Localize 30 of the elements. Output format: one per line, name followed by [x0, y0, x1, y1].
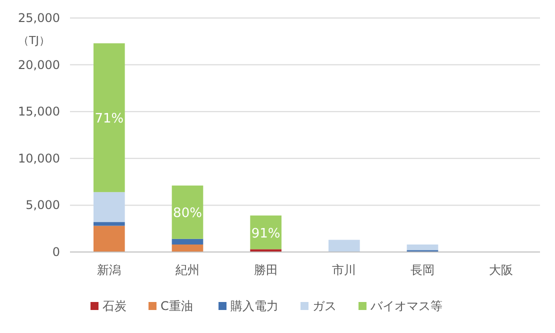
bar [328, 240, 360, 252]
y-tick-label: 20,000 [18, 58, 60, 72]
y-tick-label: 15,000 [18, 104, 60, 119]
bar [172, 244, 204, 252]
x-tick-label: 大阪 [488, 263, 513, 277]
bar [94, 222, 125, 226]
y-tick-label: 5,000 [26, 198, 60, 212]
bar [172, 238, 204, 245]
annotation: 71% [94, 112, 124, 127]
x-tick-label: 紀州 [176, 263, 200, 277]
x-tick-label: 勝田 [254, 263, 278, 277]
bar [94, 226, 125, 252]
x-tick-label: 市川 [332, 263, 356, 277]
y-tick-label: 25,000 [18, 11, 60, 25]
legend-label: 購入電力 [230, 299, 278, 313]
y-axis-title: （TJ） [18, 34, 50, 47]
y-tick-label: 10,000 [18, 151, 60, 166]
legend-label: バイオマス等 [370, 299, 442, 313]
legend-label: 石炭 [102, 299, 126, 313]
bar [172, 186, 204, 239]
y-tick-label: 0 [52, 245, 60, 259]
bar [406, 244, 438, 250]
bar [94, 43, 125, 192]
x-tick-label: 新潟 [97, 263, 122, 277]
annotation: 91% [251, 226, 280, 242]
annotation: 80% [173, 206, 202, 222]
legend-label: C重油 [160, 299, 193, 313]
x-tick-label: 長岡 [410, 263, 434, 277]
legend-label: ガス [312, 299, 336, 313]
bar [94, 192, 125, 222]
